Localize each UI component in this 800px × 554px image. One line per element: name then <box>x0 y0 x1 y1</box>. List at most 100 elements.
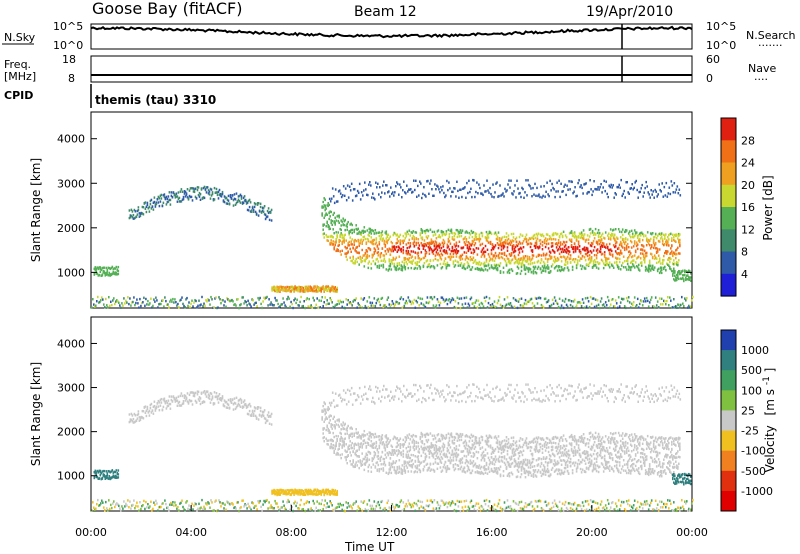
freq-left-bottom-tick: 8 <box>68 72 75 85</box>
power-cell <box>446 252 449 255</box>
power-cell <box>166 197 169 201</box>
power-cell <box>108 271 111 275</box>
power-cell <box>571 234 574 238</box>
power-cell <box>500 248 503 251</box>
power-cell <box>423 261 426 265</box>
velocity-cell <box>378 438 381 441</box>
power-cell <box>533 304 536 308</box>
power-cell <box>549 255 552 259</box>
power-cell <box>151 205 154 208</box>
velocity-cell <box>471 469 474 472</box>
power-cell <box>652 241 655 245</box>
power-cell <box>154 300 156 303</box>
power-cell <box>403 180 405 183</box>
power-cell <box>330 221 332 225</box>
power-cell <box>393 246 396 250</box>
power-cell <box>582 237 585 240</box>
power-cell <box>649 298 652 301</box>
power-cell <box>343 241 345 244</box>
velocity-cell <box>525 469 528 473</box>
power-cell <box>588 254 591 257</box>
power-cell <box>606 262 609 265</box>
power-cell <box>311 306 313 309</box>
power-cell <box>138 306 140 309</box>
velocity-cell <box>437 448 440 451</box>
power-cell <box>665 181 668 185</box>
velocity-cell <box>393 466 396 469</box>
power-cell <box>667 242 669 245</box>
velocity-cell <box>359 435 361 438</box>
power-cell <box>408 246 411 249</box>
power-cell <box>607 264 610 267</box>
velocity-cell <box>415 445 418 448</box>
power-cell <box>380 232 383 235</box>
power-cell <box>646 231 649 234</box>
velocity-cell <box>376 468 379 471</box>
power-cell <box>384 260 387 263</box>
power-cell <box>224 197 227 200</box>
power-cell <box>587 242 590 245</box>
power-cell <box>416 252 419 255</box>
power-cell <box>640 231 643 234</box>
power-cell <box>243 302 245 305</box>
power-cell <box>681 277 683 281</box>
power-cell <box>615 252 618 255</box>
power-cell <box>583 183 585 186</box>
power-cell <box>478 240 481 243</box>
velocity-cell <box>391 462 394 466</box>
power-cell <box>371 229 374 232</box>
power-cell <box>642 245 645 248</box>
power-cell <box>245 300 247 304</box>
power-cell <box>525 233 528 236</box>
velocity-cell <box>394 452 397 455</box>
power-cell <box>443 250 446 253</box>
power-cell <box>342 185 345 188</box>
power-cell <box>163 305 165 308</box>
power-cell <box>284 304 286 307</box>
power-cell <box>481 248 484 251</box>
power-cell <box>638 237 641 241</box>
power-cell <box>588 190 590 194</box>
velocity-cell <box>468 435 471 439</box>
power-cell <box>513 262 516 265</box>
power-cell <box>323 301 325 304</box>
velocity-cell <box>482 454 485 458</box>
power-cell <box>106 273 109 276</box>
power-cell <box>583 306 586 309</box>
power-cell <box>485 239 488 242</box>
power-cell <box>419 258 422 262</box>
power-cell <box>326 239 328 242</box>
power-cell <box>96 300 98 303</box>
velocity-cell <box>417 445 420 448</box>
power-cell <box>131 301 133 304</box>
power-cell <box>438 242 441 245</box>
power-cell <box>491 259 494 262</box>
velocity-cell <box>425 432 428 436</box>
velocity-cell <box>484 448 487 451</box>
velocity-cell <box>486 443 489 446</box>
power-cell <box>652 305 655 308</box>
power-cell <box>619 268 622 271</box>
power-cell <box>444 195 446 199</box>
power-cell <box>570 240 573 243</box>
power-cell <box>388 264 391 268</box>
power-cell <box>421 229 424 232</box>
velocity-cell <box>398 470 401 474</box>
power-cell <box>473 244 476 247</box>
velocity-cell <box>336 439 338 443</box>
power-cell <box>595 257 598 260</box>
power-cell <box>403 264 406 267</box>
velocity-cell <box>405 436 408 440</box>
velocity-cell <box>460 438 463 442</box>
power-cell <box>492 267 495 270</box>
power-cell <box>357 251 359 254</box>
power-cell <box>528 237 531 240</box>
power-cell <box>623 230 626 234</box>
power-cell <box>548 271 551 274</box>
power-cell <box>333 290 335 293</box>
power-cell <box>501 236 504 239</box>
velocity-cell <box>502 445 505 448</box>
power-cell <box>150 207 153 210</box>
power-cell <box>425 260 428 263</box>
power-cell <box>661 182 663 185</box>
